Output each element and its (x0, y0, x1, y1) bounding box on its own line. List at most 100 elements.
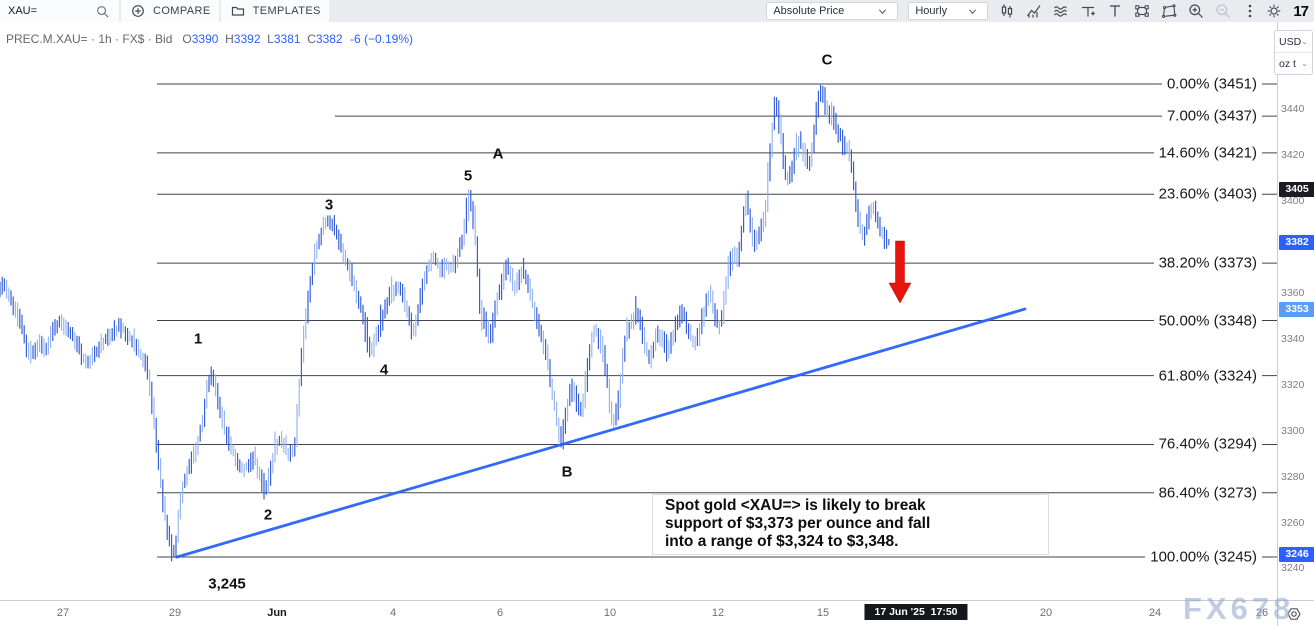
chevron-down-icon (963, 2, 981, 20)
candlestick-chart-icon[interactable] (998, 2, 1016, 20)
fib-level-label: 23.60% (3403) (1153, 185, 1262, 203)
ohlc-high-label: H (225, 32, 234, 46)
ohlc-low-value: 3381 (273, 32, 301, 46)
time-tick: 15 (816, 607, 830, 619)
top-toolbar: XAU= COMPARE TEMPLATES Absolute Price Ho… (0, 0, 1314, 23)
wave-label-4: 4 (379, 361, 389, 379)
price-badge-3246: 3246 (1279, 547, 1314, 563)
chevron-down-icon (873, 2, 891, 20)
measure-tool-icon[interactable] (1079, 2, 1097, 20)
settings-gear-icon[interactable] (1265, 2, 1283, 20)
annotation-line-3: into a range of $3,324 to $3,348. (665, 533, 899, 550)
symbol-info-row[interactable]: PREC.M.XAU= · 1h · FX$ · Bid O3390 H3392… (6, 32, 413, 46)
scale-settings-icon[interactable] (1286, 606, 1302, 626)
zoom-in-icon[interactable] (1187, 2, 1205, 20)
price-tick: 3340 (1281, 332, 1305, 345)
time-tick: 29 (168, 607, 182, 619)
ohlc-open-value: 3390 (191, 32, 219, 46)
price-tick: 3400 (1281, 195, 1305, 208)
fib-level-label: 61.80% (3324) (1153, 367, 1262, 385)
tradingview-logo[interactable]: 17 (1293, 2, 1309, 20)
templates-button[interactable]: TEMPLATES (220, 0, 329, 22)
time-tick: 10 (603, 607, 617, 619)
time-tick: 12 (711, 607, 725, 619)
fib-level-label: 50.00% (3348) (1153, 312, 1262, 329)
price-mode-select[interactable]: Absolute Price (766, 2, 899, 20)
fib-level-label: 7.00% (3437) (1161, 107, 1262, 125)
unit-value: oz t (1279, 57, 1296, 70)
wave-label-3: 3 (324, 196, 334, 214)
change-value: -6 (−0.19%) (349, 32, 413, 46)
analysis-annotation: Spot gold <XAU=> is likely to break supp… (652, 494, 1049, 555)
symbol-text: XAU= (8, 5, 38, 17)
fib-level-label: 38.20% (3373) (1153, 254, 1262, 272)
ohlc-close-label: C (307, 32, 316, 46)
price-tick: 3300 (1281, 424, 1305, 437)
wave-label-2: 2 (263, 506, 273, 524)
annotation-line-1: Spot gold <XAU=> is likely to break (665, 497, 926, 514)
ohlc-high-value: 3392 (233, 32, 261, 46)
wave-label-a: A (492, 145, 504, 163)
chevron-down-icon: ⌄ (1301, 37, 1308, 46)
price-badge-3405: 3405 (1279, 182, 1314, 198)
down-arrow (888, 240, 912, 304)
price-chart-svg[interactable] (0, 22, 1277, 600)
fib-level-label: 100.00% (3245) (1145, 548, 1262, 566)
ohlc-open-label: O (182, 32, 192, 46)
price-tick: 3440 (1281, 103, 1305, 116)
wave-label-1: 1 (193, 330, 203, 348)
wave-label-5: 5 (463, 167, 473, 185)
time-tick: 6 (496, 607, 504, 619)
time-tick: 24 (1148, 607, 1162, 619)
compare-plus-icon (129, 2, 147, 20)
time-tick: 27 (56, 607, 70, 619)
time-tick: 20 (1039, 607, 1053, 619)
compare-button[interactable]: COMPARE (121, 0, 219, 22)
zoom-out-icon[interactable] (1214, 2, 1232, 20)
axis-separator (1277, 601, 1278, 626)
symbol-description: PREC.M.XAU= · 1h · FX$ · Bid (6, 32, 173, 46)
currency-select[interactable]: USD ⌄ (1275, 31, 1312, 52)
ohlc-low-label: L (267, 32, 274, 46)
price-tick: 3420 (1281, 149, 1305, 162)
fib-level-label: 86.40% (3273) (1153, 484, 1262, 502)
chart-tools-icon-row (998, 2, 1259, 20)
symbol-search-input[interactable]: XAU= (0, 0, 119, 22)
price-axis[interactable]: 3440342034003380336033403320330032803260… (1277, 22, 1314, 600)
time-crosshair-badge: 17 Jun '25 17:50 (864, 604, 968, 620)
search-icon (93, 2, 111, 20)
compare-overlay-icon[interactable] (1052, 2, 1070, 20)
fib-level-label: 0.00% (3451) (1161, 75, 1262, 93)
shapes-tool-icon[interactable] (1133, 2, 1151, 20)
unit-select[interactable]: oz t ⌄ (1275, 52, 1312, 74)
time-tick: Jun (267, 607, 287, 619)
swing-low-price-label: 3,245 (208, 575, 246, 593)
fib-level-label: 14.60% (3421) (1153, 144, 1262, 162)
price-tick: 3320 (1281, 378, 1305, 391)
text-tool-icon[interactable] (1106, 2, 1124, 20)
time-axis[interactable]: 27 29 Jun 4 6 10 12 15 20 24 26 17 Jun '25 17:50 (0, 600, 1314, 626)
unit-selector-box: USD ⌄ oz t ⌄ (1274, 30, 1313, 75)
chevron-down-icon: ⌄ (1301, 59, 1308, 68)
price-badge-3382: 3382 (1279, 234, 1314, 250)
wave-label-c: C (821, 51, 833, 69)
price-tick: 3260 (1281, 516, 1305, 529)
price-badge-3353: 3353 (1279, 301, 1314, 317)
fib-level-label: 76.40% (3294) (1153, 435, 1262, 453)
more-options-icon[interactable] (1241, 2, 1259, 20)
price-tick: 3280 (1281, 470, 1305, 483)
interval-value: Hourly (915, 5, 948, 17)
time-tick: 4 (389, 607, 397, 619)
price-mode-value: Absolute Price (773, 5, 845, 17)
indicators-icon[interactable] (1025, 2, 1043, 20)
price-tick: 3240 (1281, 562, 1305, 575)
chart-canvas[interactable]: PREC.M.XAU= · 1h · FX$ · Bid O3390 H3392… (0, 22, 1290, 626)
time-tick: 26 (1255, 607, 1269, 619)
fx678-watermark: FX678 (1183, 591, 1295, 626)
wave-label-b: B (561, 463, 573, 481)
interval-select[interactable]: Hourly (908, 2, 989, 20)
compare-label: COMPARE (153, 5, 211, 17)
polygon-tool-icon[interactable] (1160, 2, 1178, 20)
price-tick: 3360 (1281, 286, 1305, 299)
